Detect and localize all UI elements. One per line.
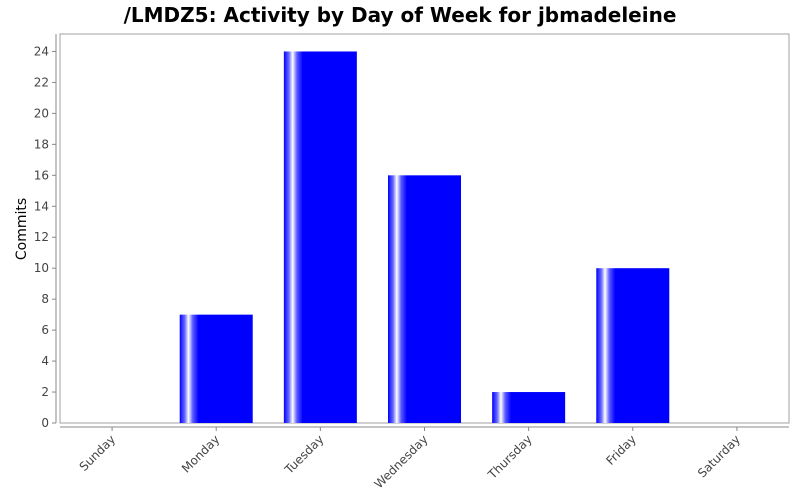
x-axis: Sunday Monday Tuesday Wednesday Thursday Frid…: [60, 426, 789, 491]
x-tick-label: Wednesday: [372, 432, 431, 491]
bars: [179, 51, 670, 423]
x-tick-label: Tuesday: [281, 432, 326, 477]
y-tick-label: 10: [34, 261, 49, 275]
y-tick-label: 0: [41, 416, 49, 430]
y-tick-label: 14: [34, 199, 49, 213]
x-tick-label: Sunday: [77, 432, 119, 474]
y-tick-label: 8: [41, 292, 49, 306]
y-tick-label: 24: [34, 44, 49, 58]
x-tick-label: Saturday: [695, 432, 743, 480]
bar-tuesday: [283, 51, 357, 423]
y-axis-label: Commits: [14, 198, 30, 260]
y-tick-label: 22: [34, 75, 49, 89]
y-tick-label: 12: [34, 230, 49, 244]
y-tick-label: 20: [34, 106, 49, 120]
x-tick-label: Monday: [179, 432, 222, 475]
y-tick-label: 18: [34, 137, 49, 151]
bar-thursday: [492, 392, 566, 423]
y-tick-label: 2: [41, 385, 49, 399]
y-tick-label: 6: [41, 323, 49, 337]
bar-monday: [179, 314, 253, 423]
x-tick-label: Thursday: [485, 432, 535, 482]
bar-wednesday: [388, 175, 461, 423]
bar-friday: [596, 268, 670, 423]
y-tick-label: 4: [41, 354, 49, 368]
y-tick-label: 16: [34, 168, 49, 182]
x-tick-label: Friday: [603, 432, 639, 468]
chart-title: /LMDZ5: Activity by Day of Week for jbma…: [124, 3, 677, 27]
